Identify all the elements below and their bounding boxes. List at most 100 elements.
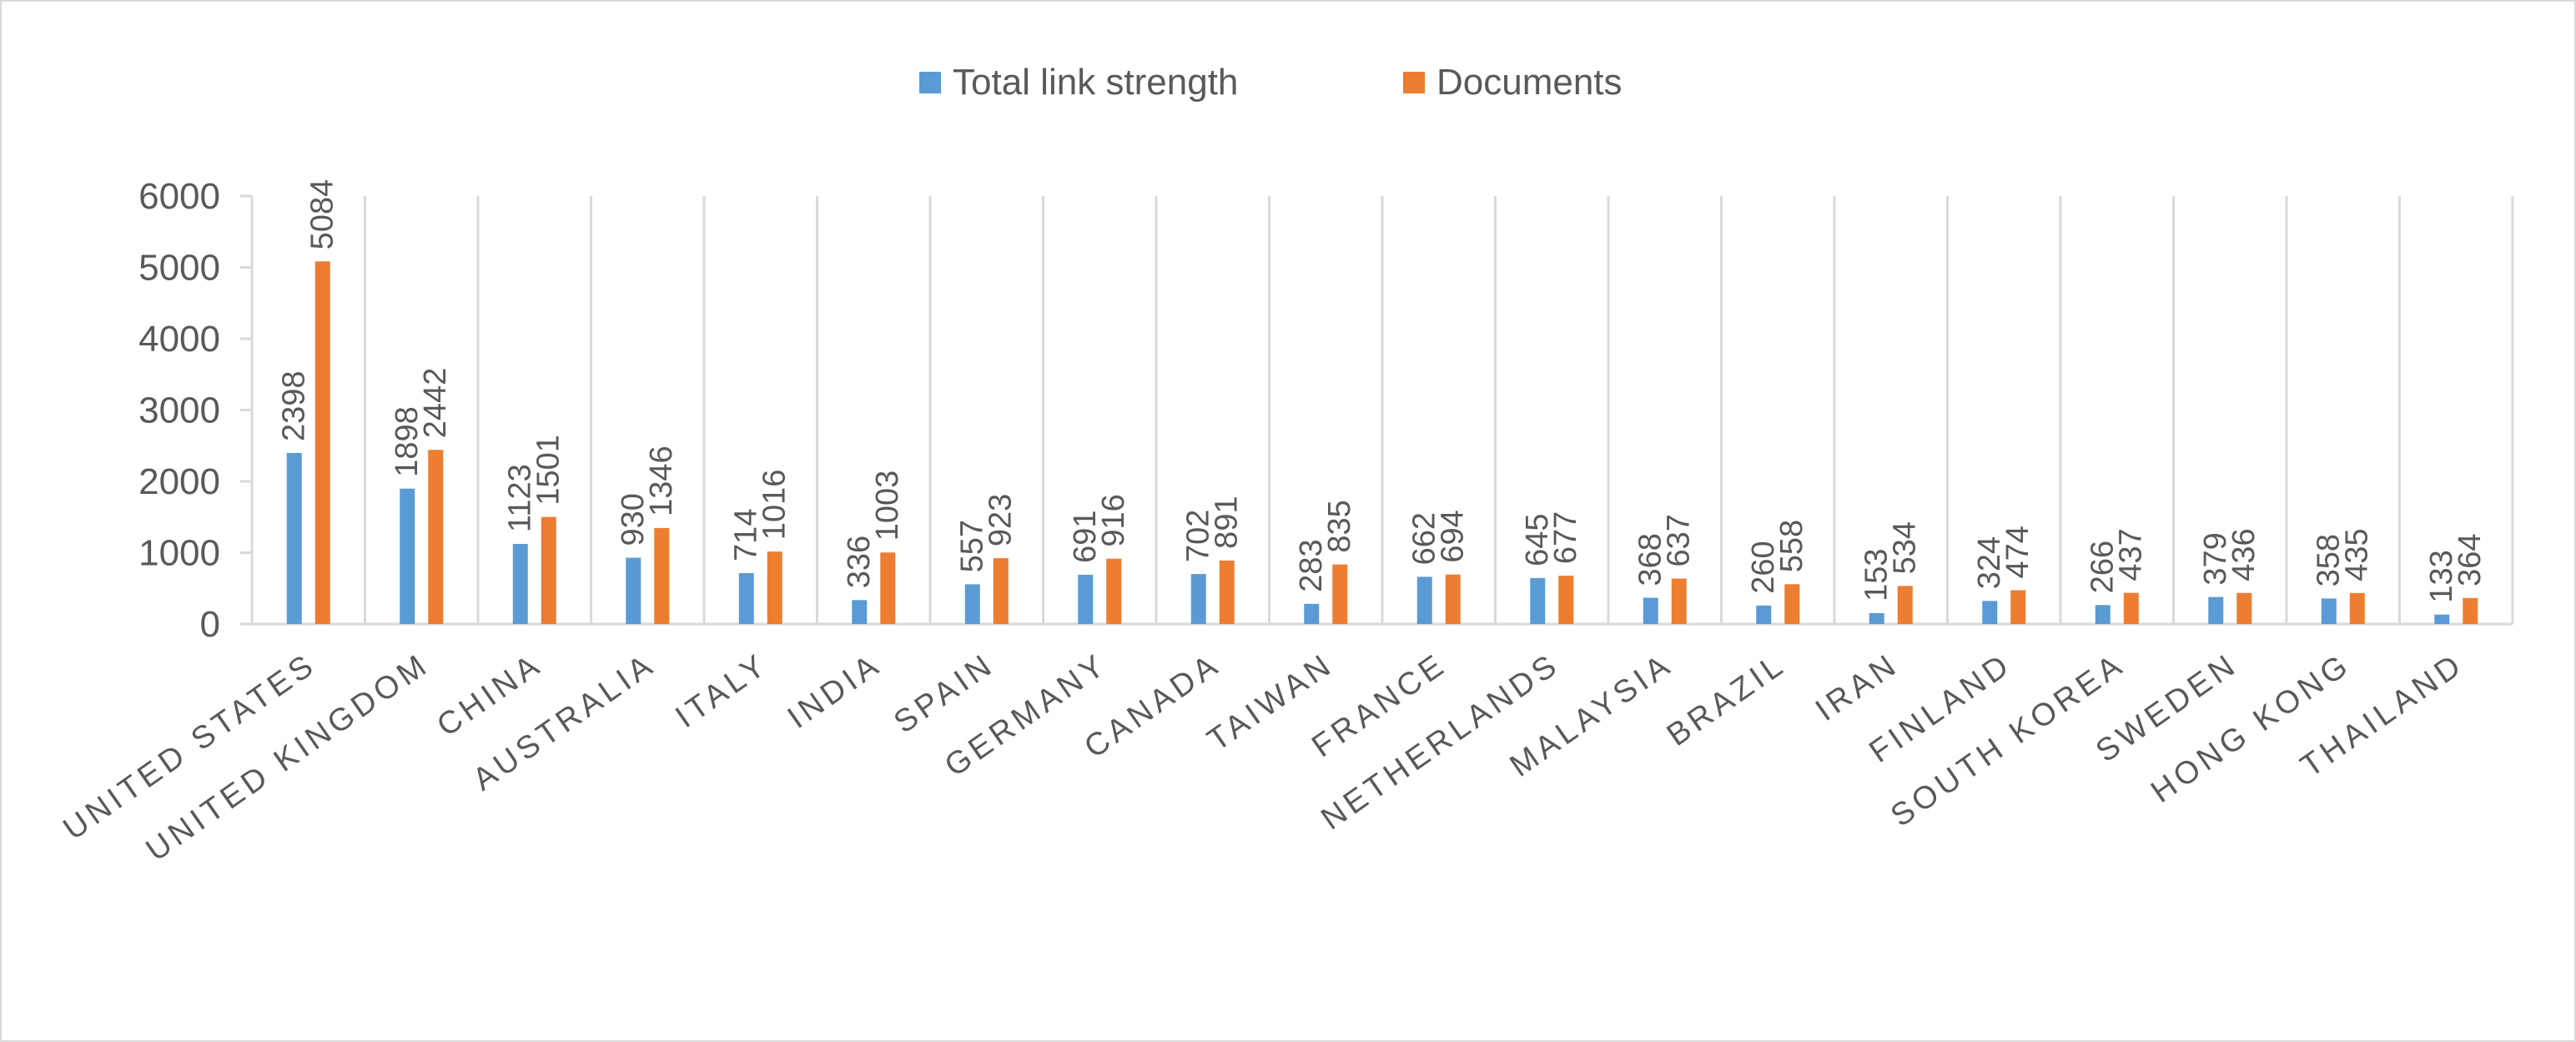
data-label: 1346: [644, 445, 679, 516]
x-tick-label: IRAN: [1809, 647, 1905, 728]
bar-documents: [2236, 592, 2252, 624]
x-tick-label: HONG KONG: [2145, 647, 2357, 810]
data-label: 930: [616, 493, 651, 546]
bar-documents: [767, 551, 782, 624]
bar-link-strength: [1304, 603, 1320, 624]
data-label: 702: [1181, 510, 1216, 562]
bar-link-strength: [1756, 605, 1772, 624]
data-label: 336: [842, 536, 877, 588]
data-label: 1501: [531, 435, 566, 506]
bar-link-strength: [2095, 605, 2111, 624]
bar-documents: [993, 558, 1009, 624]
data-labels-layer: 2398 1898 1123 930 714 336 557 691 702 283 662 645 3…: [277, 179, 2488, 603]
bar-link-strength: [1530, 577, 1546, 624]
bar-link-strength: [286, 452, 302, 624]
data-label: 324: [1972, 536, 2007, 589]
data-label: 358: [2312, 534, 2347, 586]
legend-swatch: [1403, 72, 1425, 93]
bar-link-strength: [2208, 597, 2224, 624]
data-label: 1016: [757, 470, 792, 541]
data-label: 835: [1322, 500, 1357, 552]
bar-documents: [1219, 560, 1235, 624]
bar-link-strength: [738, 572, 754, 624]
data-label: 923: [984, 494, 1019, 546]
bar-documents: [1332, 564, 1348, 624]
bar-documents: [654, 527, 670, 624]
bar-link-strength: [1643, 597, 1658, 624]
y-tick-label: 2000: [138, 461, 220, 502]
bar-documents: [880, 552, 896, 624]
data-label: 379: [2198, 532, 2233, 585]
data-label: 474: [2000, 526, 2035, 578]
bar-link-strength: [964, 584, 980, 624]
data-label: 677: [1548, 511, 1583, 564]
bar-documents: [1445, 574, 1461, 624]
data-label: 5084: [305, 179, 340, 250]
bar-documents: [314, 261, 330, 624]
bar-link-strength: [400, 488, 415, 624]
data-label: 368: [1633, 533, 1668, 586]
grid-layer: [250, 196, 2514, 624]
data-label: 558: [1774, 520, 1809, 572]
x-tick-label: ITALY: [669, 647, 774, 735]
data-label: 133: [2424, 550, 2459, 602]
bar-documents: [428, 450, 444, 624]
data-label: 691: [1068, 511, 1103, 563]
bars-layer: [286, 261, 2478, 624]
data-label: 557: [955, 520, 990, 572]
bar-documents: [1106, 558, 1122, 624]
legend-swatch: [919, 72, 941, 93]
data-label: 2398: [277, 370, 312, 441]
data-label: 266: [2085, 541, 2121, 593]
x-tick-label: BRAZIL: [1661, 647, 1793, 753]
data-label: 436: [2226, 528, 2262, 581]
data-label: 1898: [390, 406, 425, 477]
bar-documents: [2010, 590, 2026, 624]
data-label: 1123: [503, 464, 538, 532]
bar-link-strength: [1982, 601, 1998, 624]
bar-link-strength: [1869, 612, 1884, 624]
legend-label: Documents: [1436, 62, 1623, 103]
y-tick-label: 5000: [138, 248, 220, 289]
data-label: 1003: [870, 471, 905, 541]
data-label: 534: [1888, 521, 1923, 574]
data-label: 694: [1436, 510, 1471, 562]
data-label: 662: [1407, 512, 1442, 565]
bar-link-strength: [512, 543, 528, 624]
bar-link-strength: [2321, 598, 2337, 624]
data-label: 637: [1662, 514, 1697, 566]
data-label: 260: [1746, 541, 1781, 593]
y-tick-label: 1000: [138, 533, 220, 574]
data-label: 645: [1520, 513, 1555, 566]
bar-documents: [1784, 584, 1800, 624]
legend-label: Total link strength: [953, 62, 1238, 103]
data-label: 153: [1859, 549, 1894, 602]
y-tick-label: 0: [200, 604, 220, 645]
y-tick-label: 3000: [138, 390, 220, 431]
bar-link-strength: [1190, 573, 1206, 624]
data-label: 2442: [418, 368, 453, 439]
bar-documents: [1897, 586, 1913, 624]
data-label: 364: [2453, 533, 2488, 586]
y-tick-label: 6000: [138, 176, 220, 217]
bar-documents: [1671, 578, 1687, 624]
legend: Total link strength Documents: [919, 62, 1623, 103]
data-label: 891: [1210, 496, 1245, 548]
bar-documents: [2463, 597, 2478, 624]
data-label: 283: [1294, 539, 1329, 591]
bar-documents: [541, 516, 556, 624]
bar-documents: [2123, 592, 2139, 624]
bar-documents: [1558, 576, 1574, 624]
bar-link-strength: [852, 600, 868, 624]
y-tick-label: 4000: [138, 319, 220, 360]
bar-link-strength: [1416, 576, 1432, 624]
bar-link-strength: [1078, 574, 1094, 624]
bar-link-strength: [2434, 614, 2450, 624]
data-label: 916: [1096, 494, 1131, 546]
bar-documents: [2349, 592, 2365, 624]
bar-link-strength: [626, 557, 641, 624]
data-label: 714: [729, 509, 764, 561]
